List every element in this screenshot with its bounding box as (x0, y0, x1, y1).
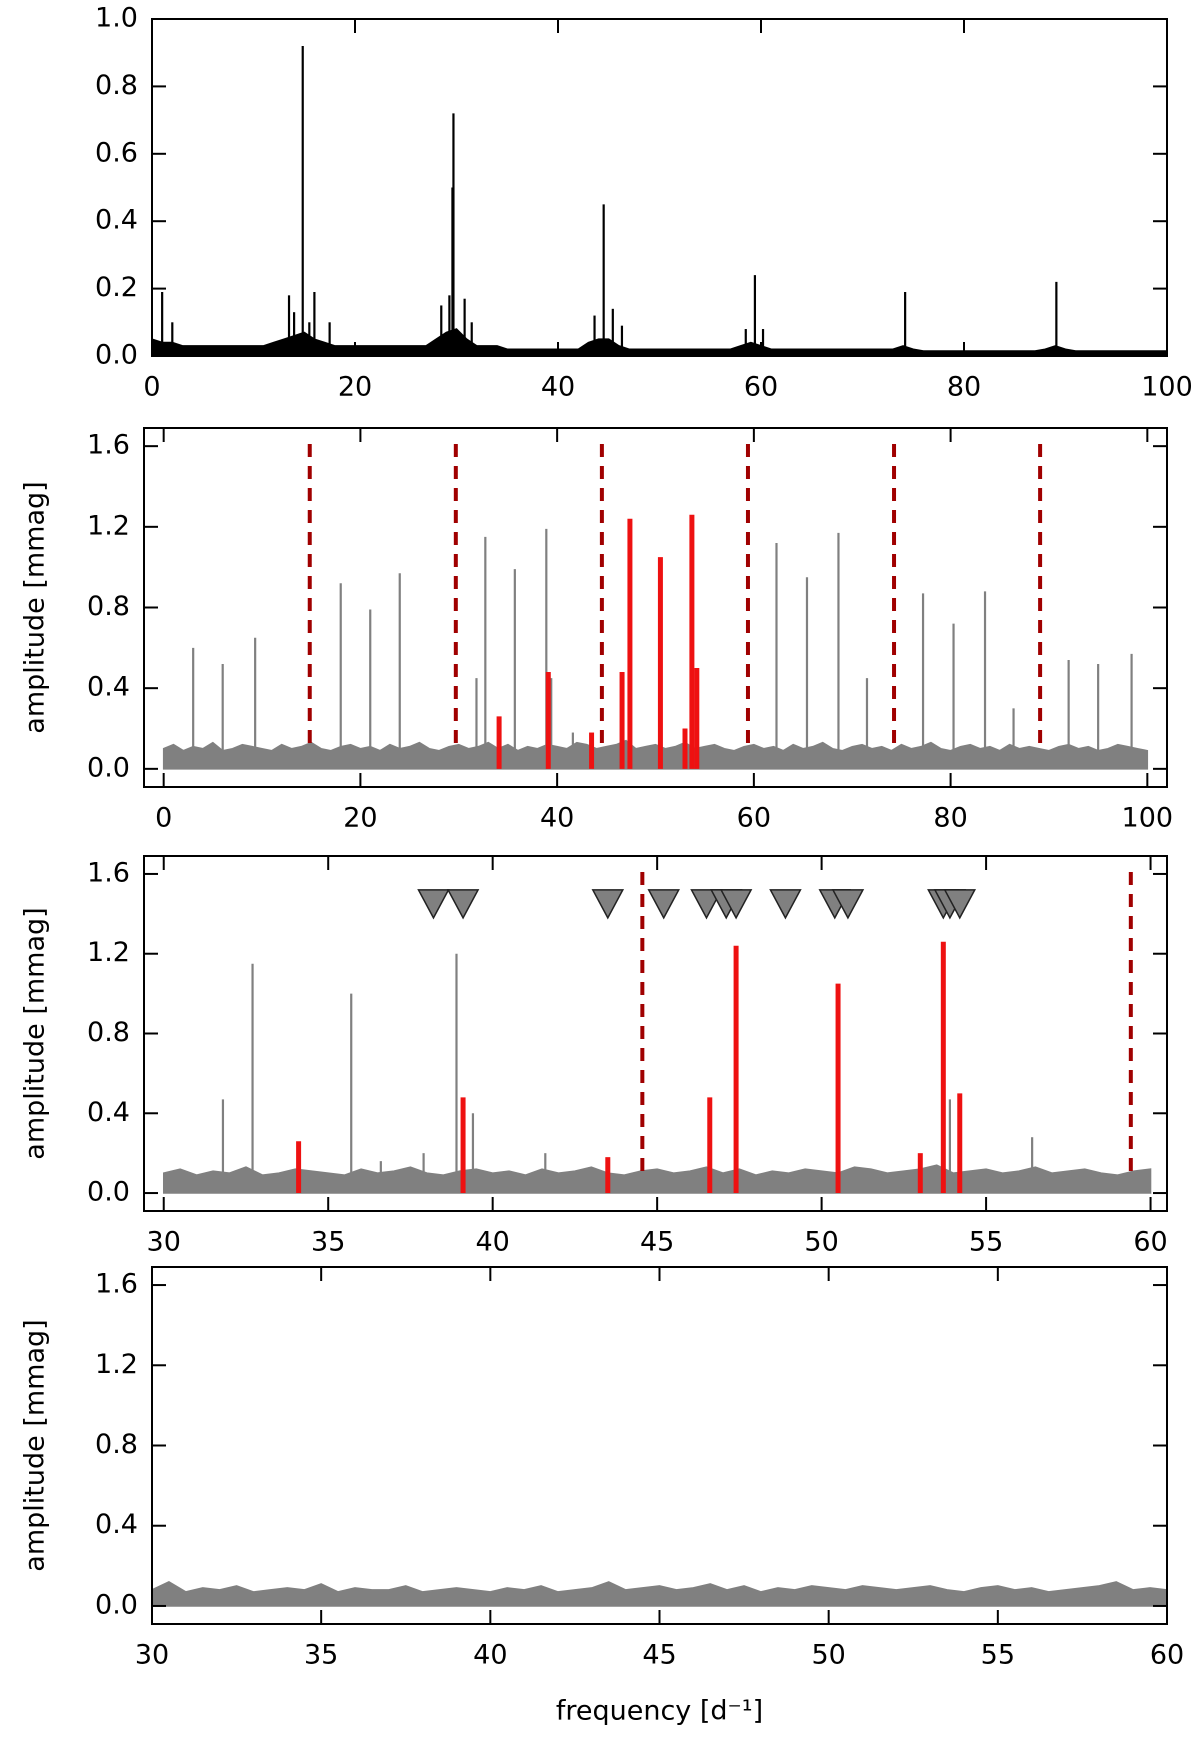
triangle-marker (690, 889, 723, 920)
y-tick-label: 1.2 (95, 1349, 138, 1380)
x-tick-label: 80 (947, 372, 981, 403)
y-axis-label: amplitude [mmag] (20, 907, 51, 1159)
y-tick-label: 1.6 (87, 430, 130, 461)
y-tick-label: 0.0 (95, 340, 138, 371)
y-tick-label: 1.2 (87, 937, 130, 968)
x-tick-label: 30 (147, 1227, 181, 1258)
y-tick-label: 0.4 (87, 1097, 130, 1128)
y-tick-label: 0.0 (87, 1177, 130, 1208)
x-tick-label: 40 (540, 803, 574, 834)
y-tick-label: 0.4 (95, 205, 138, 236)
x-tick-label: 60 (744, 372, 778, 403)
x-tick-label: 30 (135, 1640, 169, 1671)
x-tick-label: 60 (737, 803, 771, 834)
y-axis-label: amplitude [mmag] (20, 1319, 51, 1571)
y-tick-label: 1.6 (87, 857, 130, 888)
x-tick-label: 60 (1133, 1227, 1167, 1258)
x-tick-label: 40 (475, 1227, 509, 1258)
noise-area (162, 739, 1149, 770)
x-tick-label: 40 (541, 372, 575, 403)
y-tick-label: 0.0 (87, 752, 130, 783)
y-tick-label: 0.8 (87, 591, 130, 622)
y-tick-label: 0.4 (87, 672, 130, 703)
y-tick-label: 0.2 (95, 272, 138, 303)
y-tick-label: 0.6 (95, 137, 138, 168)
x-tick-label: 0 (155, 803, 172, 834)
triangle-marker (446, 889, 480, 920)
axes-box (151, 18, 1168, 357)
triangle-marker (719, 889, 753, 920)
x-tick-label: 45 (640, 1227, 674, 1258)
axes-box (151, 1266, 1168, 1625)
noise-area (162, 1164, 1152, 1194)
x-tick-label: 0 (143, 372, 160, 403)
x-tick-label: 80 (933, 803, 967, 834)
x-tick-label: 100 (1122, 803, 1174, 834)
noise-area (151, 328, 1168, 357)
y-tick-label: 0.4 (95, 1509, 138, 1540)
x-tick-label: 55 (969, 1227, 1003, 1258)
y-tick-label: 0.8 (95, 70, 138, 101)
x-tick-label: 35 (304, 1640, 338, 1671)
panel: 30 35 40 45 50 55 60 0.0 0.4 0.8 1.2 1.6 amplitude [… (20, 855, 1168, 1258)
x-tick-label: 50 (804, 1227, 838, 1258)
y-tick-label: 1.6 (95, 1269, 138, 1300)
y-axis-label: amplitude [mmag] (20, 481, 51, 733)
triangle-marker (831, 889, 865, 920)
triangle-marker (943, 889, 977, 920)
x-tick-label: 100 (1141, 372, 1193, 403)
panel: 0 20 40 60 80 100 0.0 0.2 0.4 0.6 0.8 1.0 (95, 3, 1193, 403)
y-tick-label: 1.2 (87, 510, 130, 541)
x-tick-label: 55 (981, 1640, 1015, 1671)
x-tick-label: 35 (311, 1227, 345, 1258)
x-tick-label: 20 (343, 803, 377, 834)
panel: 0 20 40 60 80 100 0.0 0.4 0.8 1.2 1.6 amplitude [mm… (20, 427, 1174, 834)
y-tick-label: 0.8 (95, 1429, 138, 1460)
x-tick-label: 45 (642, 1640, 676, 1671)
y-tick-label: 0.0 (95, 1589, 138, 1620)
x-axis-label: frequency [d⁻¹] (556, 1696, 763, 1727)
x-tick-label: 40 (473, 1640, 507, 1671)
triangle-marker (769, 889, 802, 920)
x-tick-label: 60 (1150, 1640, 1184, 1671)
triangle-marker (647, 889, 680, 920)
x-tick-label: 50 (811, 1640, 845, 1671)
triangle-marker (591, 889, 625, 920)
y-tick-label: 0.8 (87, 1017, 130, 1048)
x-tick-label: 20 (338, 372, 372, 403)
triangle-marker (417, 889, 450, 920)
y-tick-label: 1.0 (95, 3, 138, 34)
panel: 30 35 40 45 50 55 60 0.0 0.4 0.8 1.2 1.6 amplitude [… (20, 1266, 1184, 1727)
noise-area (151, 1581, 1168, 1607)
